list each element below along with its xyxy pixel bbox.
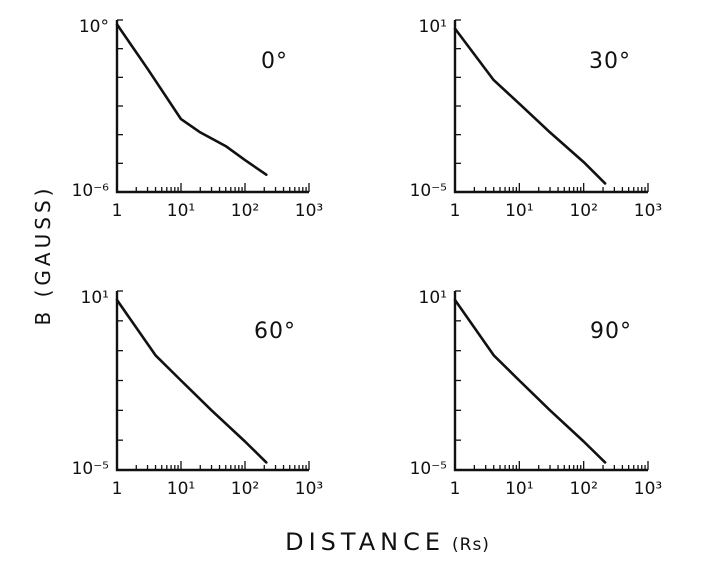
panel-2-y-tick-label: 10¹ bbox=[419, 17, 447, 37]
panel-2-x-tick-label: 10³ bbox=[634, 201, 662, 221]
panel-1-x-tick-label: 1 bbox=[112, 201, 123, 221]
panel-1-y-tick-label: 10° bbox=[79, 17, 109, 37]
panel-3-series-line bbox=[115, 298, 268, 464]
panel-1-x-tick-label: 10¹ bbox=[167, 201, 195, 221]
panel-2-series-line bbox=[453, 27, 607, 185]
panel-3-y-tick-label: 10¹ bbox=[81, 288, 109, 308]
panel-4-x-tick-label: 10² bbox=[569, 479, 597, 499]
panel-3-x-tick-label: 10² bbox=[231, 479, 259, 499]
panel-4-y-tick-label: 10⁻⁵ bbox=[410, 459, 447, 479]
panel-4-x-tick-label: 10¹ bbox=[505, 479, 533, 499]
y-axis-label: B (GAUSS) bbox=[31, 185, 55, 326]
panel-2-x-tick-label: 1 bbox=[450, 201, 461, 221]
panel-2-y-tick-label: 10⁻⁵ bbox=[410, 181, 447, 201]
panel-3-x-tick-label: 1 bbox=[112, 479, 123, 499]
panel-2-x-tick-label: 10¹ bbox=[505, 201, 533, 221]
panel-3-x-tick-label: 10³ bbox=[295, 479, 323, 499]
panel-1-angle-label: 0° bbox=[261, 49, 288, 74]
panel-4-angle-label: 90° bbox=[590, 319, 632, 344]
panel-2-angle-label: 30° bbox=[589, 49, 631, 74]
panel-4-y-tick-label: 10¹ bbox=[419, 288, 447, 308]
panel-1-axes bbox=[115, 20, 309, 194]
panel-1-x-tick-label: 10³ bbox=[295, 201, 323, 221]
panel-4-series-line bbox=[453, 298, 607, 464]
panel-3-x-tick-label: 10¹ bbox=[167, 479, 195, 499]
panel-3-y-tick-label: 10⁻⁵ bbox=[72, 459, 109, 479]
panel-3-angle-label: 60° bbox=[254, 319, 296, 344]
panel-4-x-tick-label: 10³ bbox=[634, 479, 662, 499]
panel-4-x-tick-label: 1 bbox=[450, 479, 461, 499]
x-axis-unit-label: (Rs) bbox=[452, 535, 490, 555]
panel-1-x-tick-label: 10² bbox=[231, 201, 259, 221]
panel-4-axes bbox=[453, 291, 648, 472]
panel-1-series-line bbox=[115, 23, 268, 176]
panel-2-x-tick-label: 10² bbox=[569, 201, 597, 221]
panel-2-axes bbox=[453, 20, 648, 194]
x-axis-label: DISTANCE bbox=[285, 528, 445, 556]
panel-3-axes bbox=[115, 291, 309, 472]
panel-1-y-tick-label: 10⁻⁶ bbox=[72, 181, 110, 201]
